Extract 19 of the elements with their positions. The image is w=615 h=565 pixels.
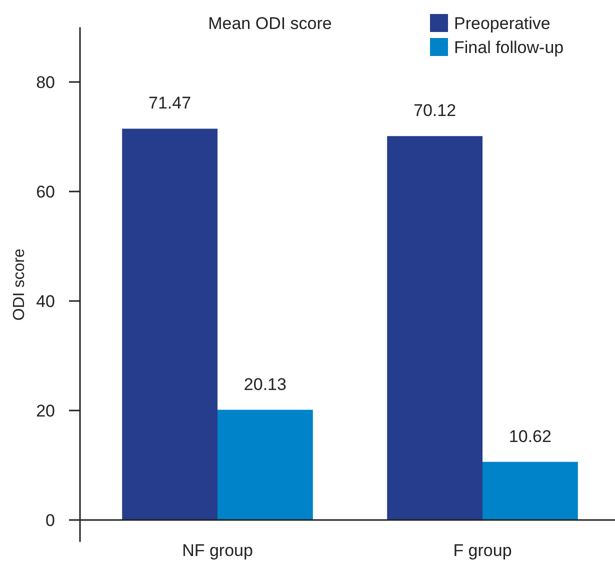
x-tick-label: NF group xyxy=(182,541,253,560)
bar xyxy=(218,410,313,520)
y-tick-label: 60 xyxy=(36,182,55,202)
y-axis-title: ODI score xyxy=(11,248,28,321)
y-tick-label: 0 xyxy=(46,510,55,530)
y-tick-label: 80 xyxy=(36,72,55,92)
data-label: 10.62 xyxy=(508,426,552,446)
bar xyxy=(387,136,482,520)
data-label: 71.47 xyxy=(148,94,192,113)
chart-title: Mean ODI score xyxy=(208,14,332,33)
data-label: 20.13 xyxy=(244,374,286,394)
y-tick-label: 40 xyxy=(36,292,55,311)
bar xyxy=(122,128,218,520)
bar xyxy=(482,462,578,520)
legend-label: Preoperative xyxy=(454,14,550,33)
y-tick-label: 20 xyxy=(36,401,55,420)
data-label: 70.12 xyxy=(414,101,456,120)
legend-label: Final follow-up xyxy=(454,38,564,57)
x-tick-label: F group xyxy=(453,541,512,560)
